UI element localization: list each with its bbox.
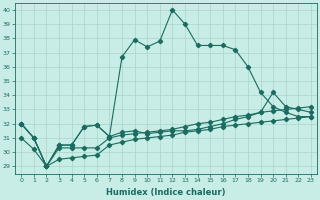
X-axis label: Humidex (Indice chaleur): Humidex (Indice chaleur) <box>106 188 226 197</box>
